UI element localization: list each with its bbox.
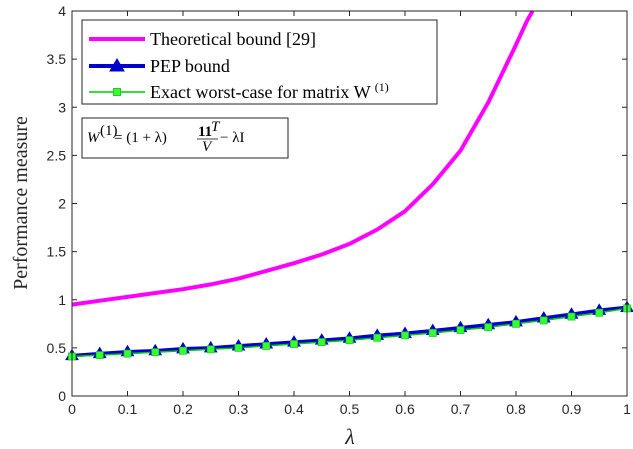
legend: Theoretical bound [29] PEP bound Exact w… <box>81 19 438 105</box>
point-exact-worst-case <box>95 351 104 359</box>
point-exact-worst-case <box>512 319 520 328</box>
x-tick-label: 0.6 <box>395 401 415 417</box>
point-exact-worst-case <box>234 343 243 352</box>
y-tick-label: 3.5 <box>47 51 67 67</box>
point-exact-worst-case <box>428 329 437 337</box>
y-tick-label: 0.5 <box>47 340 67 356</box>
y-tick-label: 1.5 <box>47 244 67 260</box>
point-exact-worst-case <box>317 338 326 347</box>
point-exact-worst-case <box>484 323 493 332</box>
legend-label-exact-worst-case-main: Exact worst-case for matrix W <box>150 82 371 102</box>
y-tick-label: 2 <box>58 196 66 212</box>
x-tick-label: 0.1 <box>118 401 138 417</box>
x-tick-label: 0.3 <box>229 401 249 417</box>
series-line-theoretical-bound <box>71 10 535 307</box>
legend-marker-pep-bound <box>109 58 125 72</box>
point-exact-worst-case <box>539 316 548 325</box>
x-axis-ticks: 0 0.1 0.2 0.3 0.4 0.5 0.6 0.7 0.8 0.9 1 <box>68 11 631 417</box>
y-axis-label: Performance measure <box>10 116 32 290</box>
formula-rhs: − λI <box>220 130 244 146</box>
x-tick-label: 0 <box>68 401 76 417</box>
point-exact-worst-case <box>123 349 132 358</box>
x-axis-label: λ <box>344 424 355 449</box>
point-exact-worst-case <box>567 312 576 321</box>
x-tick-label: 0.8 <box>506 401 526 417</box>
formula-lhs-sup: (1) <box>100 123 118 139</box>
x-tick-label: 0.2 <box>173 401 193 417</box>
series-layer <box>65 10 633 361</box>
point-exact-worst-case <box>290 340 298 348</box>
formula-box <box>81 117 289 159</box>
legend-label-theoretical-bound: Theoretical bound [29] <box>150 29 316 49</box>
legend-label-exact-worst-case-sup: (1) <box>375 80 389 94</box>
legend-box <box>81 19 438 105</box>
point-exact-worst-case <box>262 342 271 350</box>
formula-annotation: W (1) = (1 + λ) 11 T V − λI <box>81 117 289 159</box>
y-tick-label: 2.5 <box>47 147 67 163</box>
legend-entry-exact-worst-case: Exact worst-case for matrix W (1) <box>89 80 389 102</box>
point-exact-worst-case <box>179 346 187 355</box>
x-tick-label: 0.4 <box>284 401 304 417</box>
formula-middle: = (1 + λ) <box>114 130 167 146</box>
point-exact-worst-case <box>151 348 160 357</box>
legend-entry-theoretical-bound: Theoretical bound [29] <box>89 29 316 49</box>
y-tick-label: 3 <box>58 99 66 115</box>
y-tick-label: 1 <box>58 292 66 308</box>
legend-marker-exact-worst-case <box>113 88 121 96</box>
x-tick-label: 0.5 <box>340 401 360 417</box>
y-axis-ticks: 0 0.5 1 1.5 2 2.5 3 3.5 4 <box>47 3 627 404</box>
point-exact-worst-case <box>345 336 354 345</box>
point-exact-worst-case <box>401 331 409 340</box>
formula-lhs: W <box>87 130 101 146</box>
y-tick-label: 4 <box>58 3 66 19</box>
x-tick-label: 1 <box>623 401 631 417</box>
point-exact-worst-case <box>595 308 604 317</box>
legend-label-exact-worst-case: Exact worst-case for matrix W (1) <box>150 80 389 102</box>
legend-label-pep-bound: PEP bound <box>150 56 230 76</box>
formula-fraction-denominator: V <box>202 139 213 155</box>
x-tick-label: 0.7 <box>451 401 471 417</box>
y-tick-label: 0 <box>58 388 66 404</box>
point-exact-worst-case <box>206 345 215 354</box>
point-exact-worst-case <box>373 333 382 342</box>
legend-entry-pep-bound: PEP bound <box>89 56 230 76</box>
x-tick-label: 0.9 <box>562 401 582 417</box>
point-exact-worst-case <box>456 326 465 334</box>
formula-fraction-numerator-sup: T <box>211 119 221 135</box>
formula-fraction-numerator: 11 <box>198 124 212 140</box>
